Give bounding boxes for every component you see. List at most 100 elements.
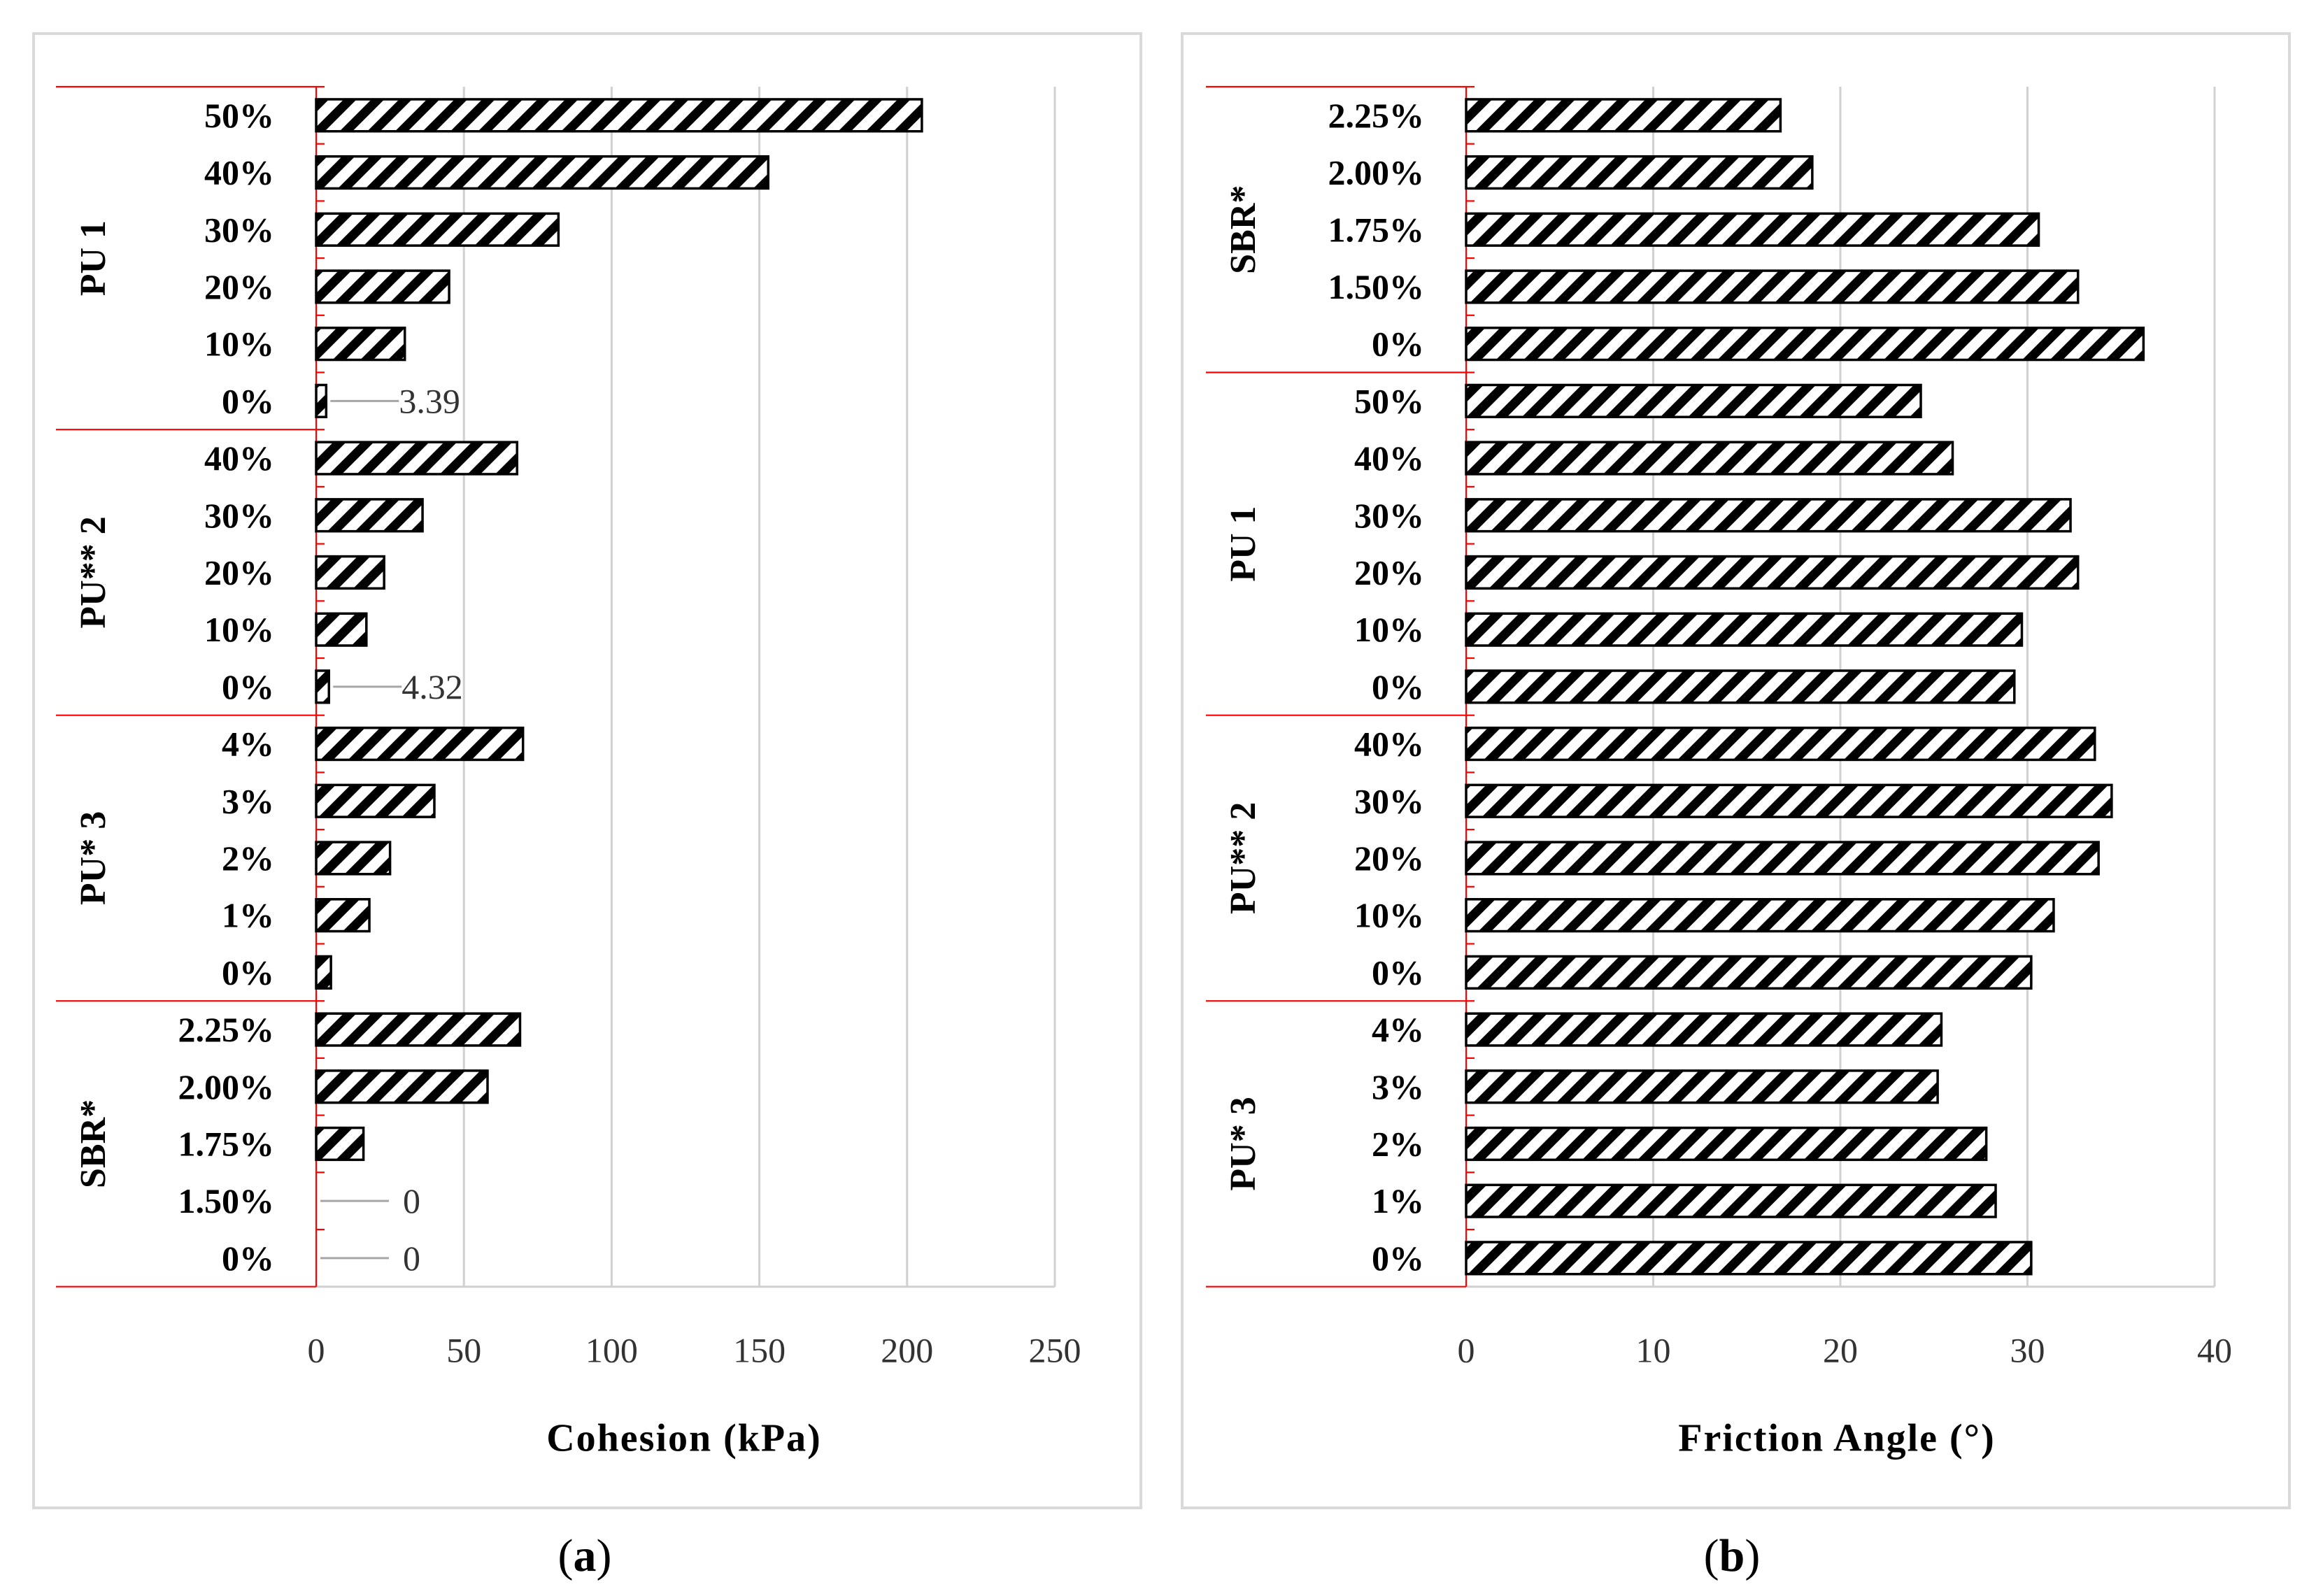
x-tick-label: 20 xyxy=(1823,1331,1858,1370)
group-label: SBR* xyxy=(1223,185,1263,274)
category-label: 1% xyxy=(222,896,274,935)
category-label: 1.50% xyxy=(1328,267,1425,306)
category-label: 30% xyxy=(204,496,274,535)
x-tick-label: 10 xyxy=(1636,1331,1671,1370)
category-label: 20% xyxy=(1354,839,1424,878)
category-label: 50% xyxy=(204,96,274,135)
bar xyxy=(315,269,450,304)
panel-label: (a) xyxy=(558,1530,612,1581)
panel-frame xyxy=(32,32,1142,1509)
bar xyxy=(1465,1069,1939,1104)
bar xyxy=(1465,441,1954,476)
panel-b: 0 10 20 30 40 2.25% 2.00% 1.75% 1.50% 0% SBR* 50% 40… xyxy=(1181,32,2291,1581)
category-label: 10% xyxy=(204,325,274,364)
category-label: 2.25% xyxy=(1328,96,1425,135)
category-label: 0% xyxy=(1372,325,1424,364)
category-label: 40% xyxy=(1354,439,1424,478)
bar xyxy=(1465,383,1922,418)
bar xyxy=(315,726,525,762)
bar xyxy=(315,841,392,876)
category-label: 2.00% xyxy=(178,1067,275,1106)
bar xyxy=(315,669,330,704)
data-label: 0 xyxy=(403,1239,420,1278)
x-tick-label: 40 xyxy=(2197,1331,2232,1370)
x-tick-label: 0 xyxy=(308,1331,325,1370)
category-label: 2.25% xyxy=(178,1010,275,1049)
bar xyxy=(315,1126,365,1162)
bar xyxy=(1465,327,2145,362)
x-tick-label: 0 xyxy=(1458,1331,1475,1370)
bar xyxy=(315,327,406,362)
group-label: SBR* xyxy=(73,1099,113,1188)
category-label: 0% xyxy=(222,381,274,420)
x-tick-label: 30 xyxy=(2010,1331,2045,1370)
bar xyxy=(315,155,770,190)
category-label: 2% xyxy=(1372,1124,1424,1163)
category-label: 1.50% xyxy=(178,1181,275,1220)
category-label: 1.75% xyxy=(1328,210,1425,249)
x-tick-label: 250 xyxy=(1029,1331,1081,1370)
category-label: 4% xyxy=(222,725,274,764)
bar xyxy=(315,555,385,590)
x-axis-title: Friction Angle (°) xyxy=(1678,1417,1995,1460)
category-label: 20% xyxy=(204,267,274,306)
bar xyxy=(1465,1183,1997,1218)
bar xyxy=(315,1012,522,1047)
category-label: 10% xyxy=(1354,896,1424,935)
x-tick-label: 150 xyxy=(733,1331,786,1370)
category-label: 40% xyxy=(1354,725,1424,764)
bar xyxy=(315,898,371,933)
bar xyxy=(1465,898,2055,933)
category-label: 10% xyxy=(204,610,274,649)
bar xyxy=(315,212,560,247)
bar xyxy=(315,612,368,647)
category-label: 40% xyxy=(204,439,274,478)
group-label: PU* 3 xyxy=(73,811,113,905)
panel-label: (b) xyxy=(1704,1530,1761,1581)
x-tick-label: 200 xyxy=(881,1331,933,1370)
data-label: 3.39 xyxy=(399,381,460,420)
bar xyxy=(315,98,923,133)
panel-a: 0 50 100 150 200 250 50% 40% 30% 20% 10% 0% 3.39 PU 1… xyxy=(32,32,1142,1581)
bar xyxy=(1465,1241,2033,1276)
bar xyxy=(315,441,518,476)
bar xyxy=(1465,955,2033,990)
category-label: 30% xyxy=(1354,781,1424,820)
x-axis-title: Cohesion (kPa) xyxy=(546,1417,822,1460)
category-label: 2% xyxy=(222,839,274,878)
category-label: 40% xyxy=(204,153,274,192)
category-label: 2.00% xyxy=(1328,153,1425,192)
category-label: 0% xyxy=(222,667,274,706)
category-label: 30% xyxy=(1354,496,1424,535)
bar xyxy=(1465,612,2024,647)
bar xyxy=(315,498,424,533)
bar xyxy=(315,783,436,818)
group-label: PU 1 xyxy=(1223,506,1263,581)
category-label: 3% xyxy=(222,781,274,820)
data-label: 0 xyxy=(403,1181,420,1220)
group-label: PU** 2 xyxy=(73,516,113,628)
bar xyxy=(1465,669,2016,704)
bar xyxy=(1465,98,1782,133)
x-tick-label: 50 xyxy=(446,1331,481,1370)
bar xyxy=(315,383,328,418)
category-label: 0% xyxy=(222,953,274,992)
bar xyxy=(1465,269,2080,304)
category-label: 30% xyxy=(204,210,274,249)
bar xyxy=(1465,1012,1943,1047)
category-label: 50% xyxy=(1354,381,1424,420)
data-label: 4.32 xyxy=(402,667,463,706)
group-label: PU 1 xyxy=(73,220,113,296)
category-label: 0% xyxy=(1372,953,1424,992)
group-label: PU** 2 xyxy=(1223,802,1263,914)
category-label: 0% xyxy=(1372,667,1424,706)
category-label: 10% xyxy=(1354,610,1424,649)
category-label: 20% xyxy=(1354,553,1424,592)
bar xyxy=(1465,155,1814,190)
bar xyxy=(1465,555,2080,590)
category-label: 1% xyxy=(1372,1181,1424,1220)
bar xyxy=(1465,841,2100,876)
category-label: 0% xyxy=(1372,1239,1424,1278)
bar xyxy=(1465,212,2040,247)
